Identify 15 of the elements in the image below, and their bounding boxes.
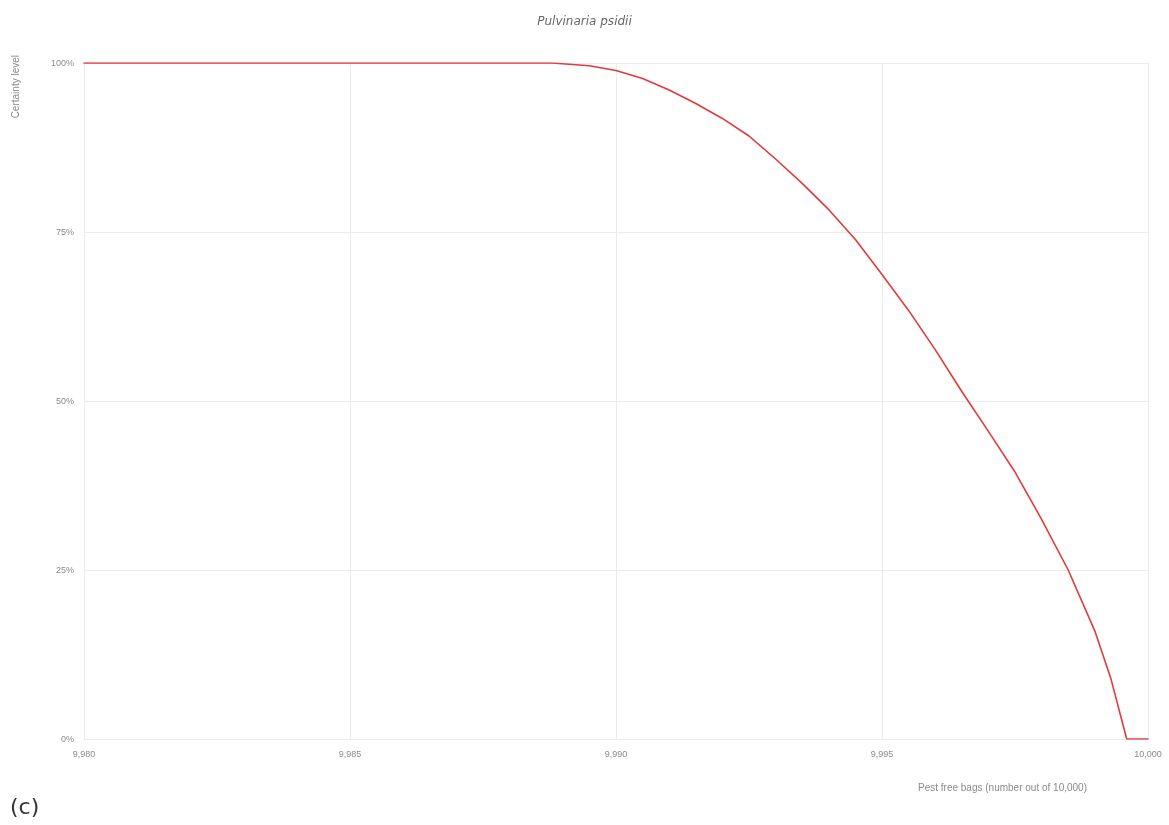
x-tick-label: 9,980 [72, 748, 96, 759]
line-series [83, 62, 1149, 740]
y-tick-label: 50% [55, 396, 74, 406]
chart-title: Pulvinaria psidii [537, 14, 633, 28]
x-axis-title: Pest free bags (number out of 10,000) [918, 781, 1088, 793]
y-tick-label: 0% [60, 734, 74, 744]
y-tick-label: 100% [50, 58, 74, 68]
x-tick-label: 9,990 [604, 748, 628, 759]
text: (c) [10, 793, 40, 819]
x-tick-label: 9,985 [338, 748, 362, 759]
y-tick-label: 75% [55, 227, 74, 237]
y-tick-label: 25% [55, 565, 74, 575]
y-axis-title: Certainty level [9, 55, 21, 119]
x-tick-label: 10,000 [1134, 748, 1162, 759]
x-tick-label: 9,995 [870, 748, 894, 759]
